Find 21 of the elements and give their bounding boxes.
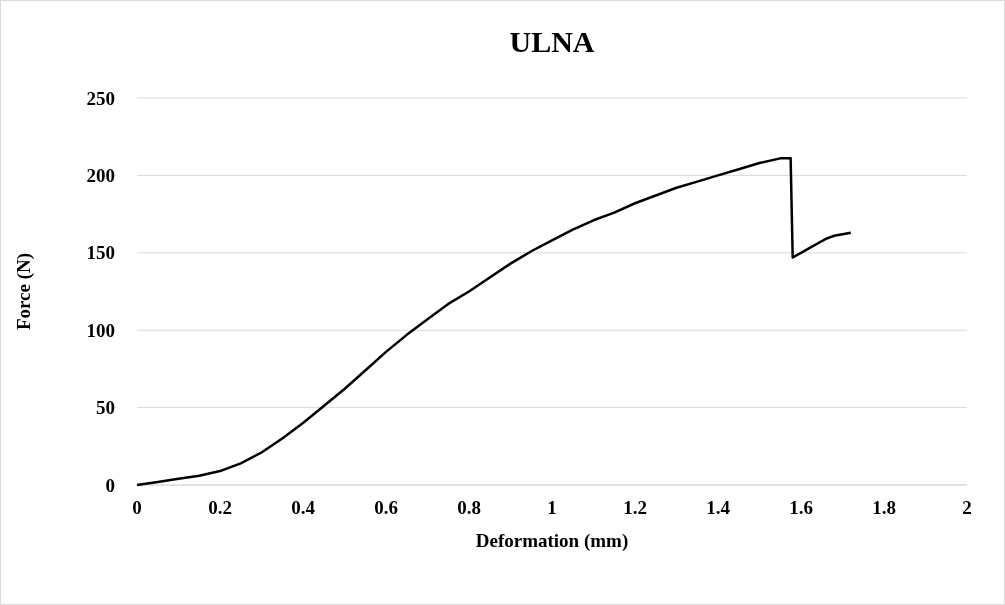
x-tick-label: 1.2	[623, 497, 647, 518]
line-series	[135, 157, 853, 487]
x-tick-label: 0.2	[208, 497, 232, 518]
y-tick-label: 0	[105, 474, 115, 496]
x-tick-label: 1.4	[706, 497, 731, 518]
x-tick-label: 0	[132, 497, 142, 518]
y-tick-label: 150	[86, 242, 115, 264]
x-axis-title: Deformation (mm)	[475, 530, 629, 552]
y-tick-label: 50	[96, 397, 115, 419]
y-tick-label: 200	[86, 165, 115, 187]
y-axis-title: Force (N)	[13, 252, 35, 331]
chart-title: ULNA	[509, 25, 595, 58]
x-tick-label: 1.8	[872, 497, 896, 518]
x-tick-label: 0.4	[291, 497, 316, 518]
x-tick-label: 2	[962, 497, 972, 518]
x-tick-label: 0.8	[457, 497, 481, 518]
y-tick-label: 250	[86, 87, 115, 109]
y-tick-label: 100	[86, 319, 115, 341]
x-tick-label: 1	[547, 497, 557, 518]
x-tick-label: 0.6	[374, 497, 398, 518]
x-tick-label: 1.6	[789, 497, 813, 518]
